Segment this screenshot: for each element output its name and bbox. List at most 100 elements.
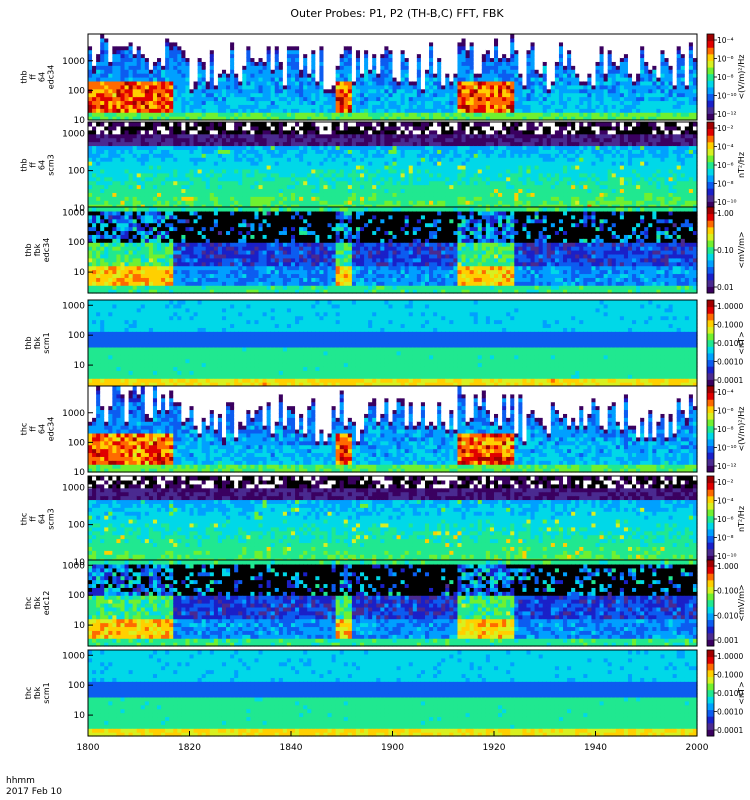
spectrogram-cell [449,50,454,55]
spectrogram-cell [112,65,117,70]
spectrogram-cell [250,89,255,94]
spectrogram-cell [409,100,414,105]
spectrogram-cell [157,34,162,39]
spectrogram-cell [177,81,182,86]
spectrogram-cell [368,85,373,90]
spectrogram-cell [311,50,316,55]
spectrogram-cell [303,61,308,66]
spectrogram-cell [299,130,304,135]
spectrogram-cell [291,112,296,117]
spectrogram-cell [413,112,418,117]
spectrogram-cell [88,89,93,94]
spectrogram-cell [486,54,491,59]
spectrogram-cell [283,161,288,166]
spectrogram-cell [376,185,381,190]
spectrogram-cell [254,149,259,154]
spectrogram-cell [604,77,609,82]
spectrogram-cell [263,142,268,147]
spectrogram-cell [96,46,101,51]
spectrogram-cell [372,161,377,166]
spectrogram-cell [344,145,349,150]
spectrogram-cell [417,46,422,51]
spectrogram-cell [173,46,178,51]
spectrogram-cell [474,89,479,94]
spectrogram-cell [344,196,349,201]
spectrogram-cell [206,181,211,186]
spectrogram-cell [348,192,353,197]
spectrogram-cell [271,185,276,190]
spectrogram-cell [116,112,121,117]
spectrogram-cell [234,42,239,47]
spectrogram-cell [92,97,97,102]
spectrogram-cell [307,46,312,51]
spectrogram-cell [364,188,369,193]
spectrogram-cell [644,85,649,90]
spectrogram-cell [206,42,211,47]
spectrogram-cell [137,138,142,143]
spectrogram-cell [242,122,247,127]
spectrogram-cell [417,73,422,78]
spectrogram-cell [161,61,166,66]
spectrogram-cell [283,85,288,90]
spectrogram-cell [474,77,479,82]
spectrogram-cell [356,50,361,55]
spectrogram-cell [283,188,288,193]
spectrogram-cell [230,192,235,197]
spectrogram-cell [328,196,333,201]
spectrogram-cell [250,38,255,43]
spectrogram-cell [254,177,259,182]
spectrogram-cell [299,145,304,150]
spectrogram-cell [616,46,621,51]
spectrogram-cell [173,97,178,102]
spectrogram-cell [125,177,130,182]
spectrogram-cell [636,65,641,70]
spectrogram-cell [384,138,389,143]
spectrogram-cell [575,93,580,98]
spectrogram-cell [222,130,227,135]
spectrogram-cell [157,149,162,154]
spectrogram-cell [173,138,178,143]
spectrogram-cell [579,34,584,39]
spectrogram-cell [478,61,483,66]
spectrogram-cell [157,108,162,113]
spectrogram-cell [283,46,288,51]
spectrogram-cell [165,97,170,102]
spectrogram-cell [303,192,308,197]
spectrogram-cell [591,77,596,82]
spectrogram-cell [677,61,682,66]
spectrogram-cell [125,42,130,47]
spectrogram-cell [628,50,633,55]
spectrogram-cell [466,65,471,70]
spectrogram-cell [141,61,146,66]
spectrogram-cell [372,181,377,186]
spectrogram-cell [230,157,235,162]
spectrogram-cell [116,192,121,197]
spectrogram-cell [234,138,239,143]
spectrogram-cell [92,188,97,193]
spectrogram-cell [587,65,592,70]
spectrogram-cell [522,73,527,78]
spectrogram-cell [478,65,483,70]
spectrogram-cell [531,57,536,62]
spectrogram-cell [368,177,373,182]
spectrogram-cell [433,38,438,43]
spectrogram-cell [328,57,333,62]
spectrogram-cell [137,38,142,43]
spectrogram-cell [364,61,369,66]
spectrogram-cell [652,104,657,109]
spectrogram-cell [173,61,178,66]
spectrogram-cell [287,89,292,94]
spectrogram-cell [624,38,629,43]
spectrogram-cell [129,188,134,193]
spectrogram-cell [543,38,548,43]
spectrogram-cell [177,34,182,39]
spectrogram-cell [397,85,402,90]
spectrogram-cell [445,77,450,82]
spectrogram-cell [364,181,369,186]
spectrogram-cell [141,192,146,197]
spectrogram-cell [368,169,373,174]
spectrogram-cell [665,50,670,55]
spectrogram-cell [445,65,450,70]
spectrogram-cell [226,196,231,201]
spectrogram-cell [466,108,471,113]
